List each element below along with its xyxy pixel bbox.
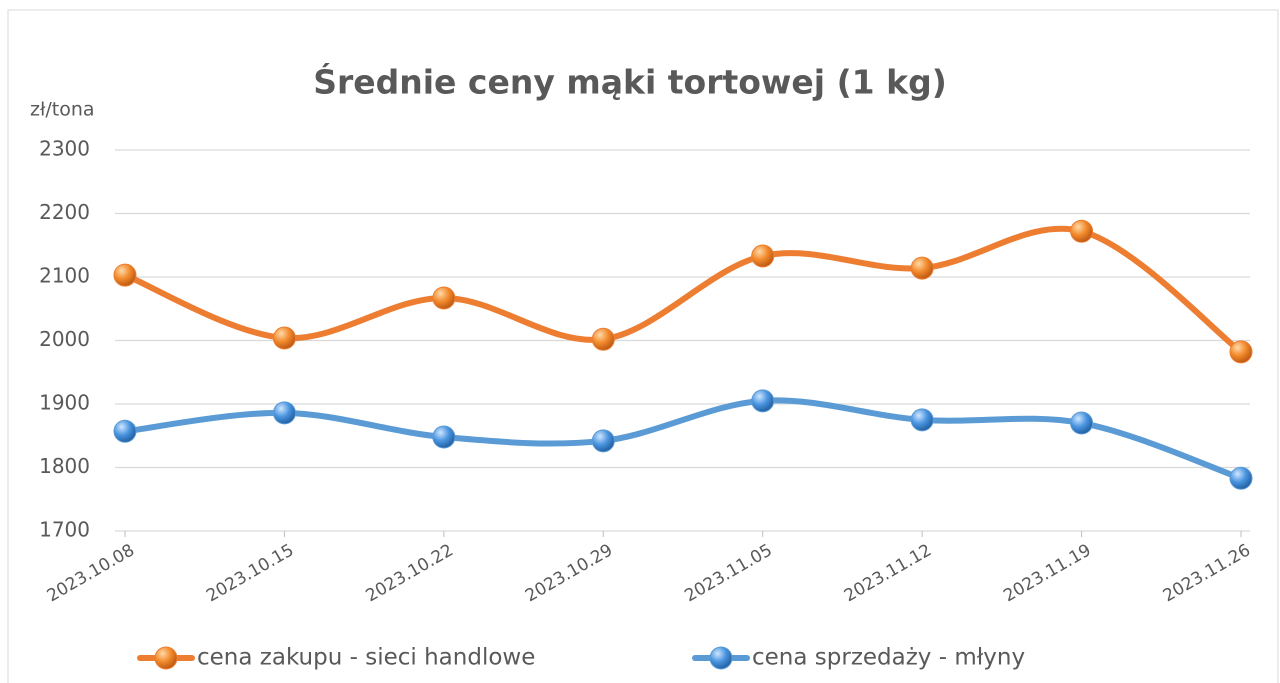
data-point — [113, 419, 137, 443]
data-point — [1229, 340, 1253, 364]
y-tick-label: 1800 — [39, 454, 90, 478]
y-tick-label: 2300 — [39, 137, 90, 161]
data-point — [751, 389, 775, 413]
legend-label: cena sprzedaży - młyny — [752, 645, 1025, 671]
y-tick-label: 1700 — [39, 518, 90, 542]
chart-frame — [7, 9, 1279, 683]
data-point — [751, 244, 775, 268]
data-point — [910, 408, 934, 432]
legend-marker — [154, 646, 178, 670]
y-axis-label: zł/tona — [30, 99, 95, 121]
y-tick-label: 2100 — [39, 264, 90, 288]
data-point — [432, 286, 456, 310]
chart-title: Średnie ceny mąki tortowej (1 kg) — [313, 62, 947, 102]
data-point — [432, 425, 456, 449]
data-point — [910, 256, 934, 280]
y-tick-label: 1900 — [39, 391, 90, 415]
data-point — [113, 263, 137, 287]
data-point — [1229, 466, 1253, 490]
data-point — [272, 401, 296, 425]
data-point — [1070, 411, 1094, 435]
data-point — [591, 429, 615, 453]
legend-marker — [709, 646, 733, 670]
legend-label: cena zakupu - sieci handlowe — [197, 645, 535, 671]
y-tick-label: 2200 — [39, 200, 90, 224]
y-tick-label: 2000 — [39, 327, 90, 351]
data-point — [1070, 219, 1094, 243]
data-point — [272, 326, 296, 350]
data-point — [591, 327, 615, 351]
